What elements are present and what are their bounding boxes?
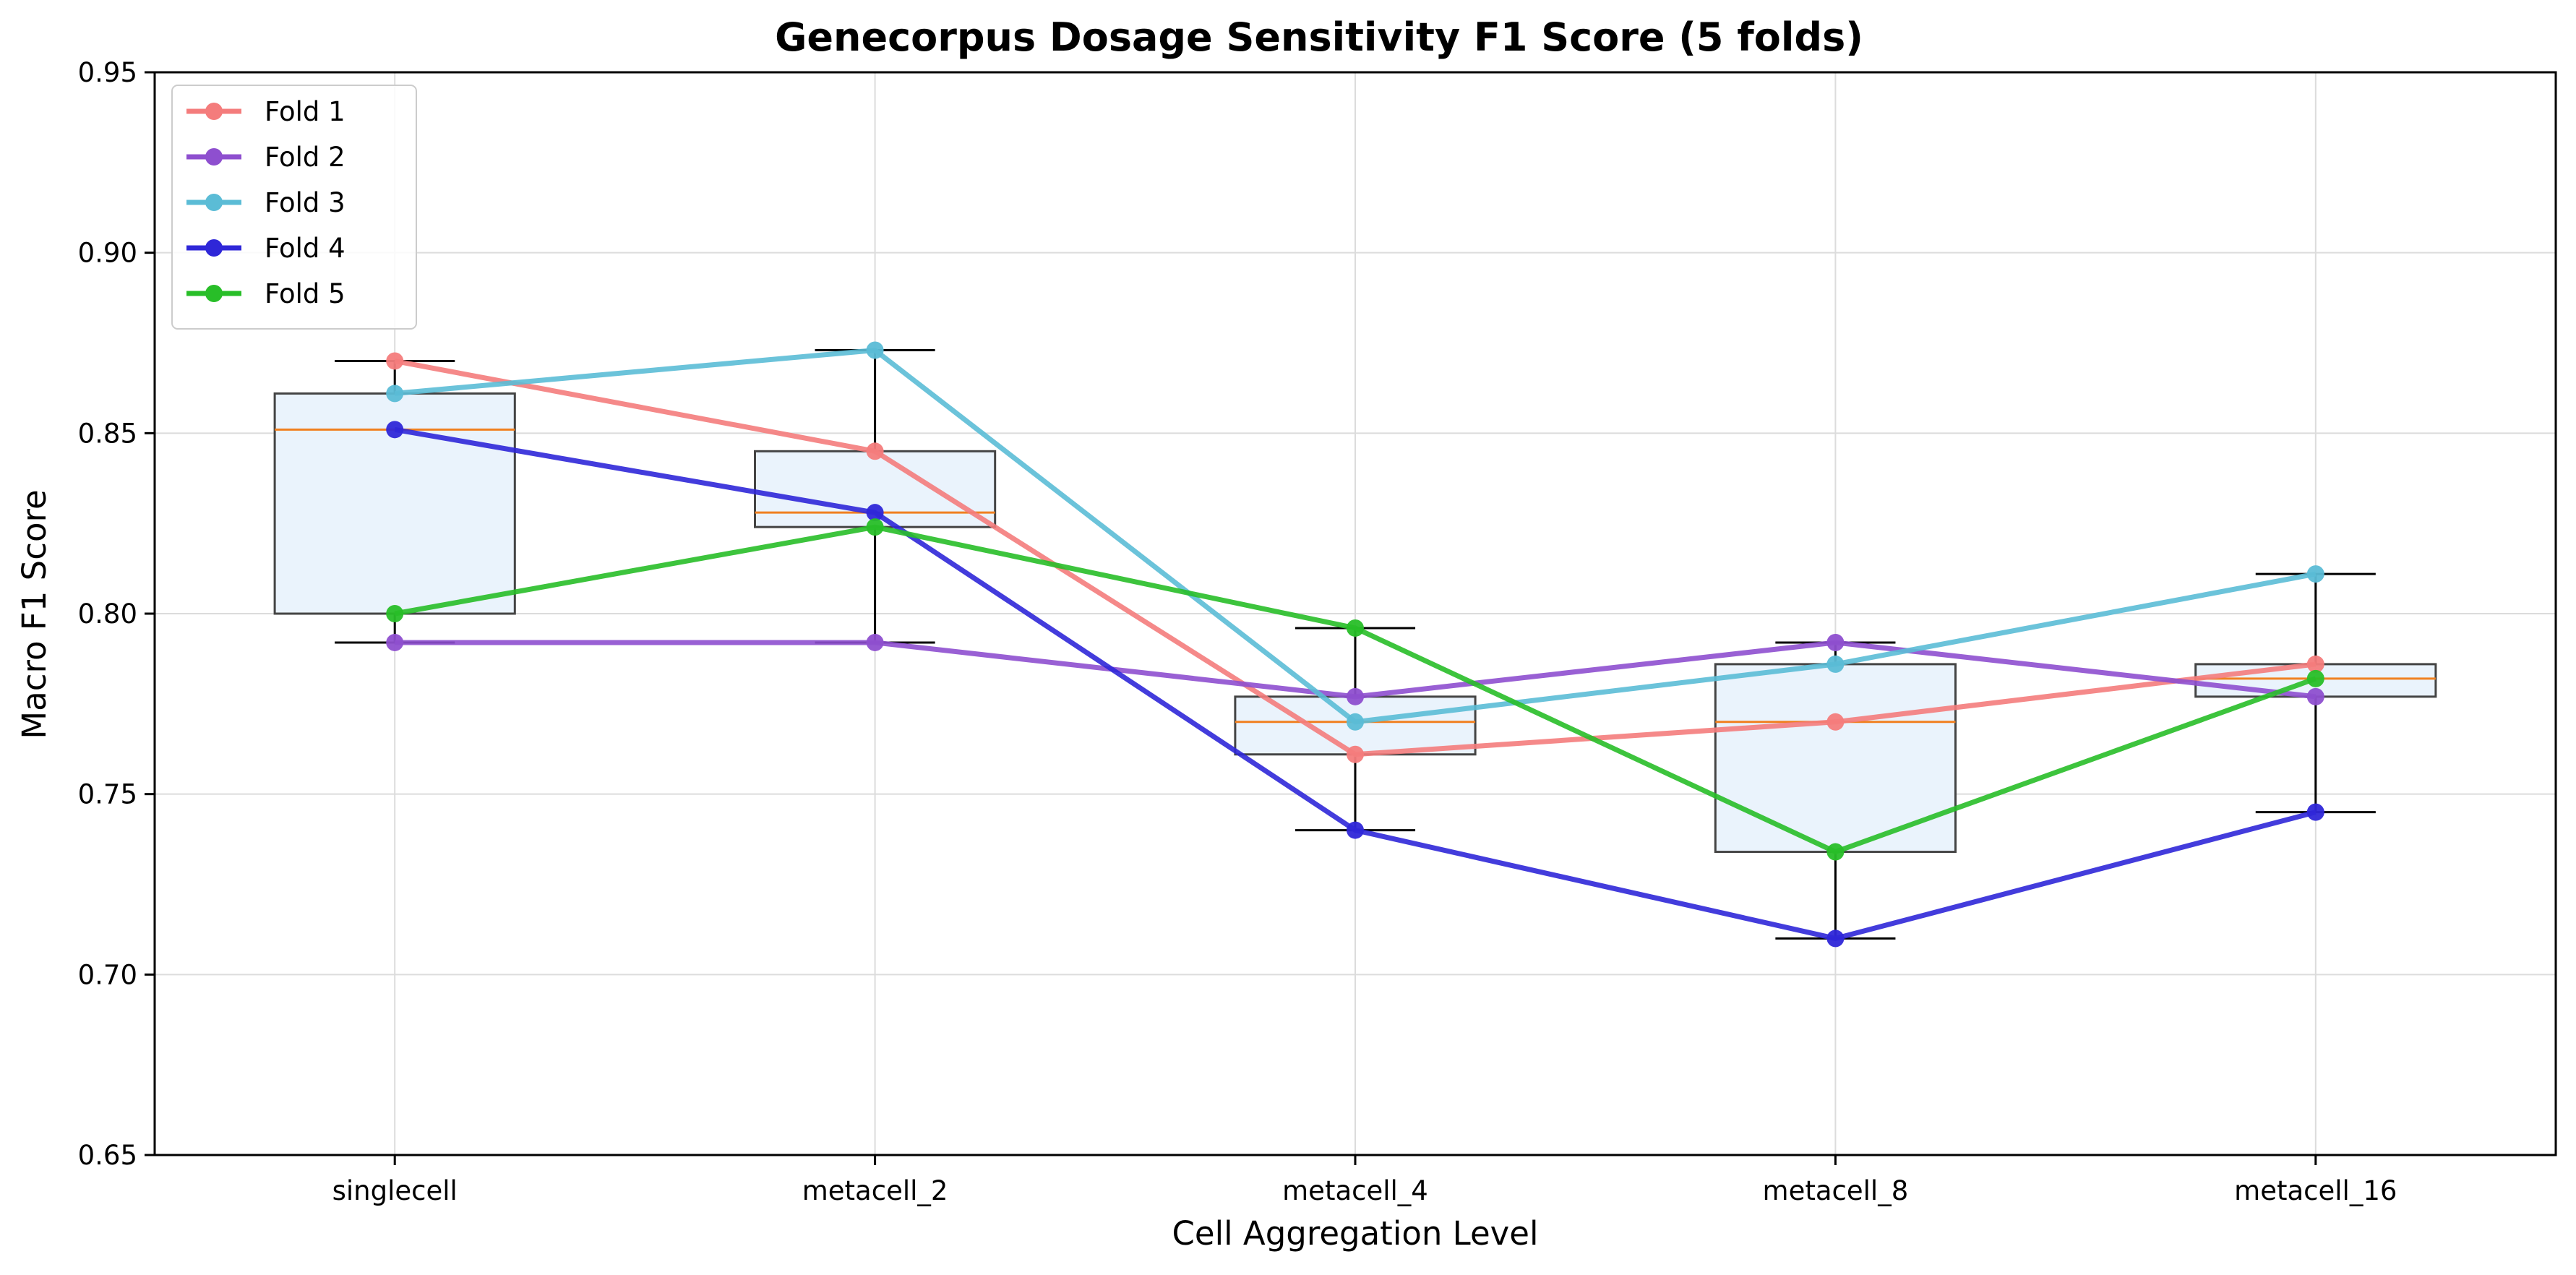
legend-item-fold-2: Fold 2 bbox=[186, 142, 345, 173]
data-point-metacell_16 bbox=[2306, 669, 2324, 687]
data-point-metacell_2 bbox=[866, 341, 884, 359]
data-point-metacell_16 bbox=[2306, 565, 2324, 583]
x-tick-label-3: metacell_8 bbox=[1763, 1175, 1909, 1206]
series-fold-4 bbox=[386, 421, 2324, 948]
boxplot-metacell_8 bbox=[1714, 641, 1957, 940]
data-point-metacell_8 bbox=[1826, 930, 1845, 948]
series-fold-3 bbox=[386, 341, 2324, 731]
x-axis-ticks: singlecell metacell_2 metacell_4 metacell_8… bbox=[332, 1155, 2397, 1206]
y-axis-ticks: 0.65 0.70 0.75 0.80 0.85 0.90 0.95 bbox=[78, 57, 155, 1171]
x-tick-label-0: singlecell bbox=[332, 1175, 458, 1206]
data-point-metacell_4 bbox=[1347, 687, 1364, 705]
x-axis-label: Cell Aggregation Level bbox=[1172, 1214, 1539, 1253]
legend-item-fold-3: Fold 3 bbox=[186, 187, 345, 218]
legend-marker bbox=[205, 239, 223, 257]
x-tick-label-2: metacell_4 bbox=[1282, 1175, 1428, 1206]
series-fold-1 bbox=[386, 352, 2324, 763]
data-point-metacell_4 bbox=[1347, 619, 1364, 637]
data-point-metacell_16 bbox=[2306, 803, 2324, 821]
series-layer bbox=[386, 341, 2324, 948]
data-point-singlecell bbox=[386, 352, 404, 370]
data-point-metacell_16 bbox=[2306, 687, 2324, 705]
chart-title: Genecorpus Dosage Sensitivity F1 Score (… bbox=[775, 14, 1863, 60]
data-point-metacell_4 bbox=[1347, 713, 1364, 731]
legend-marker bbox=[205, 285, 223, 302]
legend-label: Fold 3 bbox=[265, 187, 345, 218]
legend-label: Fold 2 bbox=[265, 142, 345, 173]
y-tick-label-5: 0.90 bbox=[78, 238, 137, 269]
data-point-metacell_4 bbox=[1347, 821, 1364, 839]
data-point-singlecell bbox=[386, 605, 404, 622]
data-point-singlecell bbox=[386, 633, 404, 651]
legend-item-fold-4: Fold 4 bbox=[186, 233, 345, 264]
data-point-metacell_8 bbox=[1826, 655, 1845, 673]
y-tick-label-4: 0.85 bbox=[78, 418, 137, 449]
x-tick-label-1: metacell_2 bbox=[802, 1175, 948, 1206]
y-tick-label-6: 0.95 bbox=[78, 57, 137, 88]
y-tick-label-2: 0.75 bbox=[78, 779, 137, 810]
data-point-metacell_8 bbox=[1826, 713, 1845, 731]
data-point-metacell_2 bbox=[866, 504, 884, 522]
legend-label: Fold 5 bbox=[265, 278, 345, 309]
legend-box bbox=[171, 85, 417, 330]
legend-item-fold-5: Fold 5 bbox=[186, 278, 345, 309]
legend: Fold 1 Fold 2 Fold 3 Fold 4 Fold 5 bbox=[171, 85, 417, 330]
data-point-metacell_16 bbox=[2306, 655, 2324, 673]
data-point-metacell_8 bbox=[1826, 633, 1845, 651]
y-tick-label-3: 0.80 bbox=[78, 598, 137, 630]
legend-marker bbox=[205, 148, 223, 166]
data-point-metacell_2 bbox=[866, 633, 884, 651]
legend-label: Fold 4 bbox=[265, 233, 345, 264]
y-tick-label-0: 0.65 bbox=[78, 1140, 137, 1171]
legend-marker bbox=[205, 194, 223, 211]
legend-item-fold-1: Fold 1 bbox=[186, 96, 345, 127]
data-point-singlecell bbox=[386, 385, 404, 403]
series-fold-5 bbox=[386, 518, 2324, 861]
y-axis-label: Macro F1 Score bbox=[15, 489, 53, 739]
data-point-singlecell bbox=[386, 421, 404, 439]
data-point-metacell_8 bbox=[1826, 843, 1845, 861]
data-point-metacell_2 bbox=[866, 518, 884, 536]
y-tick-label-1: 0.70 bbox=[78, 959, 137, 990]
legend-marker bbox=[205, 103, 223, 120]
data-point-metacell_2 bbox=[866, 442, 884, 460]
data-point-metacell_4 bbox=[1347, 745, 1364, 763]
x-tick-label-4: metacell_16 bbox=[2234, 1175, 2397, 1206]
legend-label: Fold 1 bbox=[265, 96, 345, 127]
series-fold-2 bbox=[386, 633, 2324, 705]
